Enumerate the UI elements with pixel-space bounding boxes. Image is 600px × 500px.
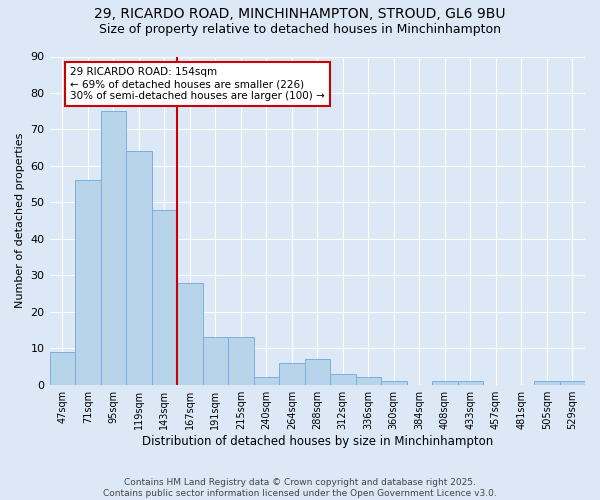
Bar (458, 381, 483, 384)
Bar (75, 180, 101, 384)
Bar (177, 282, 203, 384)
Bar (254, 378, 279, 384)
Bar (330, 374, 356, 384)
Bar (432, 381, 458, 384)
Bar (50, 352, 75, 384)
X-axis label: Distribution of detached houses by size in Minchinhampton: Distribution of detached houses by size … (142, 434, 493, 448)
Text: 29, RICARDO ROAD, MINCHINHAMPTON, STROUD, GL6 9BU: 29, RICARDO ROAD, MINCHINHAMPTON, STROUD… (94, 8, 506, 22)
Bar (356, 378, 381, 384)
Bar (560, 381, 585, 384)
Bar (305, 359, 330, 384)
Bar (228, 338, 254, 384)
Text: Contains HM Land Registry data © Crown copyright and database right 2025.
Contai: Contains HM Land Registry data © Crown c… (103, 478, 497, 498)
Text: Size of property relative to detached houses in Minchinhampton: Size of property relative to detached ho… (99, 22, 501, 36)
Bar (126, 152, 152, 384)
Text: 29 RICARDO ROAD: 154sqm
← 69% of detached houses are smaller (226)
30% of semi-d: 29 RICARDO ROAD: 154sqm ← 69% of detache… (70, 68, 325, 100)
Bar (279, 363, 305, 384)
Bar (534, 381, 560, 384)
Bar (381, 381, 407, 384)
Bar (101, 111, 126, 384)
Bar (152, 210, 177, 384)
Y-axis label: Number of detached properties: Number of detached properties (15, 133, 25, 308)
Bar (203, 338, 228, 384)
